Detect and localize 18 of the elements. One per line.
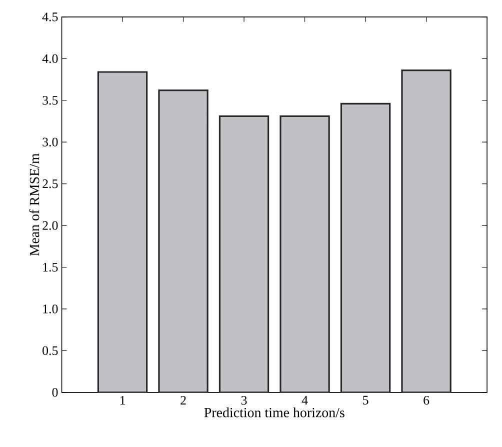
y-tick-label: 4.5: [42, 12, 58, 22]
y-tick-label: 1.5: [43, 262, 58, 272]
y-tick-label: 1.0: [43, 304, 58, 314]
x-tick-label: 4: [302, 396, 308, 404]
x-tick-label: 1: [120, 396, 125, 404]
x-tick-label: 2: [180, 396, 186, 404]
y-tick-label: 0: [52, 388, 58, 397]
x-tick-label: 5: [363, 396, 368, 404]
y-tick-label: 3.5: [42, 96, 58, 105]
x-axis-title: Prediction time horizon/s: [204, 407, 344, 418]
y-tick-label: 0.5: [42, 346, 58, 356]
y-tick-label: 2.5: [42, 179, 58, 188]
y-tick-label: 3.0: [42, 138, 58, 146]
y-tick-label: 4.0: [42, 54, 58, 63]
x-tick-label: 3: [241, 396, 247, 405]
y-axis-title: Mean of RMSE/m: [29, 153, 40, 256]
y-tick-label: 2.0: [42, 221, 58, 230]
x-tick-label: 6: [424, 396, 430, 405]
